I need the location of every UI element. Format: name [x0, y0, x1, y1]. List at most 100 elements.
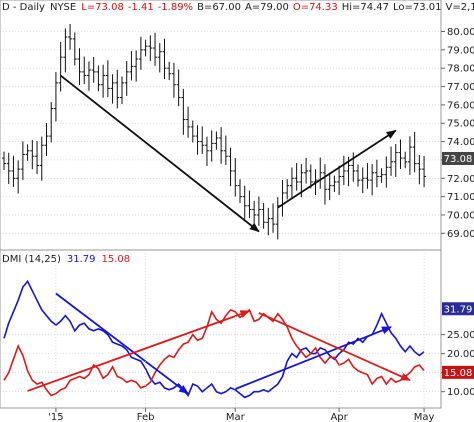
price-bar [2, 151, 6, 171]
header-last: L=73.08 [81, 2, 124, 13]
price-bar [105, 60, 110, 98]
price-header: D - Daily NYSE L=73.08 -1.41 -1.89% B=67.00 A=… [2, 2, 474, 13]
price-bar [332, 175, 337, 193]
dmi-y-tick-label: 20.00 [447, 349, 474, 360]
header-high: Hi=74.47 [342, 2, 389, 13]
dmi-legend: DMI (14,25) 31.79 15.08 [2, 254, 130, 265]
dmi-trend-arrow [27, 310, 251, 392]
price-y-tick-label: 70.00 [447, 210, 474, 221]
price-bar [393, 143, 398, 177]
dmi-trend-arrow [55, 292, 189, 395]
price-bar [365, 163, 370, 189]
dmi-legend-plus: 31.79 [67, 254, 96, 265]
price-bar [120, 76, 124, 104]
price-bar [53, 72, 58, 122]
price-bar [200, 126, 205, 154]
price-bar [143, 39, 148, 57]
price-y-tick-label: 76.00 [447, 100, 474, 111]
price-bar [327, 172, 332, 201]
price-y-axis: 69.0070.0071.0072.0073.0074.0075.0076.00… [441, 27, 474, 240]
x-tick-label: May [414, 412, 435, 422]
price-bar [289, 167, 294, 199]
price-y-tick-label: 75.00 [447, 119, 474, 130]
dmi-y-tick-label: 10.00 [447, 387, 474, 398]
price-bar [379, 168, 384, 183]
header-low: Lo=73.01 [393, 2, 442, 13]
price-bar [35, 141, 40, 175]
price-bar [370, 164, 375, 196]
plus-di-badge: 31.79 [442, 302, 474, 316]
price-bar [91, 57, 96, 83]
price-bar [58, 41, 63, 92]
price-y-tick-label: 78.00 [447, 64, 474, 75]
x-tick-label: Mar [226, 412, 246, 422]
price-bar [403, 151, 408, 169]
price-bar [11, 155, 16, 187]
price-bar [337, 165, 342, 195]
price-bar [77, 48, 82, 85]
header-bid: B=67.00 [197, 2, 241, 13]
price-bar [195, 125, 200, 155]
dmi-legend-minus: 15.08 [102, 254, 131, 265]
last-price-badge: 73.08 [442, 151, 474, 165]
price-bar [294, 163, 299, 191]
price-y-tick-label: 72.00 [447, 174, 474, 185]
price-bar [261, 203, 266, 229]
dmi-trend-arrow [258, 312, 411, 382]
price-bar [407, 136, 412, 175]
price-bar [44, 123, 49, 157]
price-y-tick-label: 77.00 [447, 82, 474, 93]
price-bar [176, 69, 181, 107]
price-bar [110, 74, 115, 104]
price-bar [39, 136, 44, 181]
price-bar [356, 164, 360, 187]
price-bar [167, 61, 172, 81]
price-bar [157, 43, 162, 73]
price-bar [153, 32, 158, 66]
price-trend-arrows [60, 74, 397, 233]
price-y-tick-label: 69.00 [447, 229, 474, 240]
price-bar [72, 32, 77, 66]
last-price-label: 73.08 [444, 154, 473, 165]
price-bar [86, 61, 91, 91]
header-volume: V=2,154,685 [446, 2, 474, 13]
price-bar [204, 136, 209, 166]
price-bar [304, 157, 309, 184]
minus-di-last-label: 15.08 [444, 368, 473, 379]
price-bars [2, 23, 427, 240]
price-bar [389, 146, 394, 176]
x-axis: '15 Feb Mar Apr May [0, 250, 441, 422]
price-bar [214, 131, 219, 150]
price-bar [148, 35, 153, 62]
price-bar [82, 56, 87, 85]
price-bar [384, 156, 389, 188]
price-bar [417, 154, 422, 185]
price-bar [115, 69, 120, 109]
price-bar [129, 51, 134, 81]
price-bar [68, 23, 73, 50]
price-bar [256, 196, 261, 226]
price-y-tick-label: 79.00 [447, 45, 474, 56]
price-bar [181, 88, 186, 135]
price-bar [422, 156, 427, 188]
x-tick-label: '15 [48, 412, 63, 422]
price-y-tick-label: 74.00 [447, 137, 474, 148]
price-bar [63, 28, 68, 73]
price-bar [162, 38, 167, 80]
price-panel: 69.0070.0071.0072.0073.0074.0075.0076.00… [0, 0, 474, 251]
header-change: -1.41 [128, 2, 154, 13]
price-bar [209, 130, 214, 162]
price-bar [242, 185, 247, 219]
price-bar [30, 139, 35, 170]
plus-di-last-label: 31.79 [444, 304, 473, 315]
price-bar [238, 179, 242, 204]
price-bar [228, 147, 233, 187]
price-bar [341, 155, 346, 186]
price-bar [186, 106, 191, 138]
price-bar [6, 152, 11, 184]
minus-di-badge: 15.08 [442, 365, 474, 379]
price-y-tick-label: 80.00 [447, 27, 474, 38]
price-bar [398, 139, 403, 169]
